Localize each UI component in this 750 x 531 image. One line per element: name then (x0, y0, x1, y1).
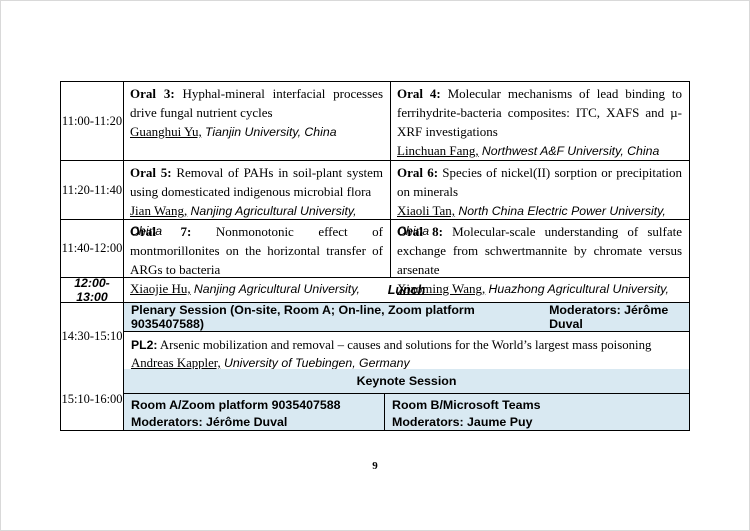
talk-cell-oral-8: Oral 8: Molecular-scale understanding of… (391, 220, 689, 316)
time-cell: 11:40-12:00 (61, 220, 124, 277)
talk-title: Species of nickel(II) sorption or precip… (397, 165, 682, 199)
talk-code: Oral 5: (130, 165, 172, 180)
speaker-name: Xiaoming Wang, (397, 281, 486, 296)
talk-code: PL2: (131, 338, 158, 352)
speaker-affiliation: University of Tuebingen, Germany (223, 356, 410, 370)
speaker-name: Jian Wang, (130, 203, 188, 218)
page-number: 9 (372, 460, 378, 472)
room-b-line1: Room B/Microsoft Teams (392, 398, 541, 412)
talk-cell-oral-5: Oral 5: Removal of PAHs in soil-plant sy… (124, 161, 391, 238)
time-cell: 11:00-11:20 (61, 82, 124, 160)
talk-title: Arsenic mobilization and removal – cause… (159, 338, 652, 352)
room-a-cell: Room A/Zoom platform 9035407588 Moderato… (124, 394, 385, 430)
keynote-session-header: Keynote Session (124, 369, 689, 393)
speaker-name: Andreas Kappler, (131, 356, 221, 370)
time-cell: 14:30-15:10 (61, 303, 124, 369)
speaker-name: Guanghui Yu, (130, 124, 202, 139)
talk-title: Molecular mechanisms of lead binding to … (397, 86, 682, 139)
table-row: 11:40-12:00 Oral 7: Nonmonotonic effect … (61, 219, 689, 316)
speaker-affiliation: North China Electric Power University, C… (397, 204, 666, 238)
talk-cell-oral-7: Oral 7: Nonmonotonic effect of montmoril… (124, 220, 391, 316)
speaker-affiliation: Nanjing Agricultural University, China (130, 204, 357, 238)
room-b-moderators: Moderators: Jaume Puy (392, 414, 533, 429)
keynote-rooms-row: Room A/Zoom platform 9035407588 Moderato… (124, 393, 689, 430)
talk-title: Removal of PAHs in soil-plant system usi… (130, 165, 384, 199)
room-b-cell: Room B/Microsoft Teams Moderators: Jaume… (385, 394, 689, 430)
talk-cell-oral-3: Oral 3: Hyphal-mineral interfacial proce… (124, 82, 391, 160)
speaker-affiliation: Tianjin University, China (205, 125, 337, 139)
talk-cell-oral-6: Oral 6: Species of nickel(II) sorption o… (391, 161, 689, 238)
plenary-moderators: Moderators: Jérôme Duval (549, 303, 669, 331)
plenary-header-text: Plenary Session (On-site, Room A; On-lin… (131, 303, 475, 331)
speaker-name: Linchuan Fang, (397, 143, 479, 158)
table-row: 11:20-11:40 Oral 5: Removal of PAHs in s… (61, 160, 689, 238)
talk-code: Oral 3: (130, 86, 175, 101)
talk-code: Oral 4: (397, 86, 441, 101)
room-a-moderators: Moderators: Jérôme Duval (131, 414, 288, 429)
talk-code: Oral 8: (397, 224, 443, 239)
conference-schedule-table: 11:00-11:20 Oral 3: Hyphal-mineral inter… (60, 81, 690, 431)
talk-title: Nonmonotonic effect of montmorillonites … (130, 224, 383, 277)
table-row: 11:00-11:20 Oral 3: Hyphal-mineral inter… (61, 82, 689, 160)
keynote-section: 15:10-16:00 Keynote Session Room A/Zoom … (61, 369, 689, 430)
time-cell: 12:00-13:00 (61, 276, 124, 304)
talk-code: Oral 6: (397, 165, 439, 180)
time-cell: 15:10-16:00 (61, 369, 124, 430)
lunch-row: 12:00-13:00 Lunch (61, 276, 689, 304)
speaker-affiliation: Northwest A&F University, China (481, 144, 660, 158)
speaker-name: Xiaojie Hu, (130, 281, 191, 296)
speaker-name: Xiaoli Tan, (397, 203, 456, 218)
plenary-talk-cell: PL2: Arsenic mobilization and removal – … (124, 331, 689, 370)
talk-title: Molecular-scale understanding of sulfate… (397, 224, 683, 277)
plenary-section: 14:30-15:10 Plenary Session (On-site, Ro… (61, 302, 689, 370)
room-a-line1: Room A/Zoom platform 9035407588 (131, 398, 341, 412)
time-cell: 11:20-11:40 (61, 161, 124, 219)
plenary-session-header: Plenary Session (On-site, Room A; On-lin… (124, 303, 689, 331)
talk-cell-oral-4: Oral 4: Molecular mechanisms of lead bin… (391, 82, 689, 160)
lunch-label: Lunch (387, 283, 426, 297)
talk-title: Hyphal-mineral interfacial processes dri… (130, 86, 384, 120)
talk-code: Oral 7: (130, 224, 192, 239)
